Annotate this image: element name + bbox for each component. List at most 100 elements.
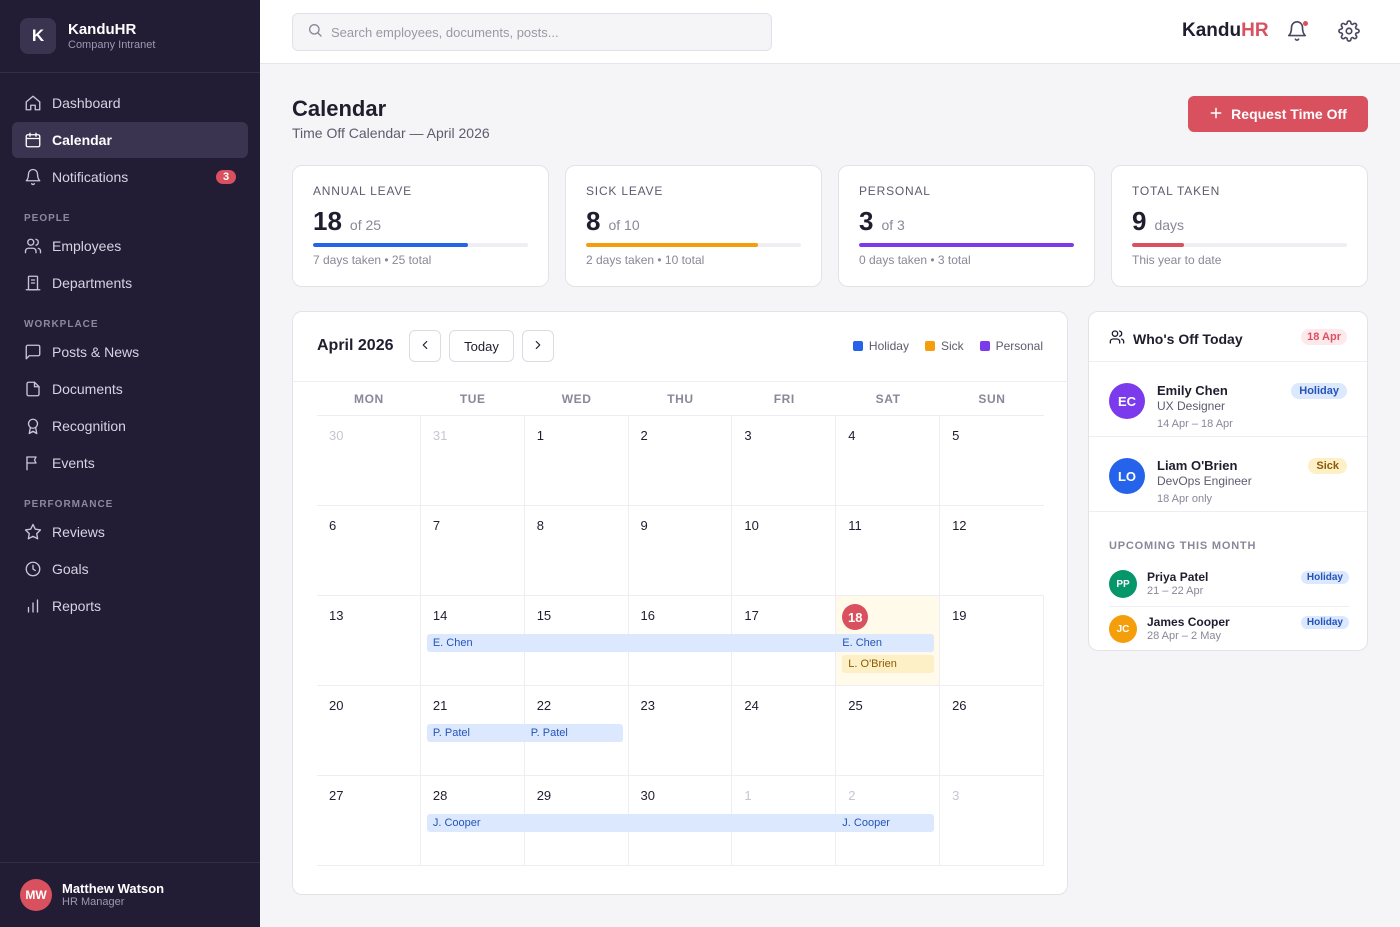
day-number: 21 [432,698,448,713]
sidebar-item-events[interactable]: Events [12,445,248,481]
sidebar-item-departments[interactable]: Departments [12,265,248,301]
calendar-day[interactable]: 9 [629,506,733,595]
calendar-day[interactable]: 20 [317,686,421,775]
stat-label: SICK LEAVE [586,184,664,198]
sidebar-nav: Dashboard Calendar Notifications 3 PEOPLE Emp… [0,73,260,624]
sidebar-item-recognition[interactable]: Recognition [12,408,248,444]
sidebar-item-reports[interactable]: Reports [12,588,248,624]
day-number: 14 [432,608,448,623]
calendar-event-holiday[interactable] [628,814,733,832]
calendar-day[interactable]: 3 [732,416,837,505]
progress-fill [1132,243,1184,247]
day-number: 23 [640,698,655,713]
users-icon [24,237,52,255]
notifications-button[interactable] [1286,20,1310,44]
calendar-event-holiday[interactable]: E. Chen [836,634,935,652]
user-profile[interactable]: MW Matthew Watson HR Manager [0,862,260,927]
home-icon [24,94,52,112]
calendar-day[interactable]: 2 [836,776,941,865]
calendar-day[interactable]: 31 [421,416,525,505]
legend-swatch [979,341,990,351]
sidebar-item-reviews[interactable]: Reviews [12,514,248,550]
request-time-off-button[interactable]: Request Time Off [1188,96,1368,132]
legend-item-personal: Personal [979,339,1043,353]
sidebar-item-label: Departments [52,275,133,291]
calendar-event-sick[interactable]: L. O'Brien [842,655,935,673]
sidebar-item-employees[interactable]: Employees [12,228,248,264]
calendar-day[interactable]: 23 [629,686,733,775]
calendar-day[interactable]: 25 [836,686,941,775]
calendar-week: 6 7 8 9 10 11 12 [317,506,1044,596]
search-input[interactable] [331,24,751,40]
calendar-event-holiday[interactable] [524,814,629,832]
calendar-day[interactable]: 19 [940,596,1044,685]
person-dates: 14 Apr – 18 Apr [1157,418,1233,430]
calendar-day[interactable]: 5 [940,416,1044,505]
calendar-day[interactable]: 13 [317,596,421,685]
settings-button[interactable] [1338,20,1362,44]
calendar-day[interactable]: 1 [525,416,629,505]
calendar-week: 13 14 15 16 17 18 19 E. Chen E. Chen L. O'Brien [317,596,1044,686]
calendar-day[interactable]: 8 [525,506,629,595]
calendar-day[interactable]: 12 [940,506,1044,595]
progress-bar [586,243,801,247]
calendar-day[interactable]: 26 [940,686,1044,775]
upcoming-item[interactable]: PP Priya Patel 21 – 22 Apr Holiday [1089,564,1367,604]
prev-month-button[interactable] [409,330,441,362]
calendar-day[interactable]: 6 [317,506,421,595]
sidebar-item-notifications[interactable]: Notifications 3 [12,159,248,195]
calendar-event-holiday[interactable]: E. Chen [426,634,525,652]
brand-subtitle: Company Intranet [68,38,156,51]
next-month-button[interactable] [522,330,554,362]
person-name: Priya Patel [1147,570,1209,584]
sidebar-item-goals[interactable]: Goals [12,551,248,587]
sidebar-section-performance: PERFORMANCE [24,499,114,510]
calendar-day[interactable]: 22 [525,686,629,775]
calendar-day[interactable]: 7 [421,506,525,595]
legend-item-holiday: Holiday [852,339,909,353]
sidebar-item-label: Recognition [52,418,126,434]
progress-bar [1132,243,1347,247]
calendar-day[interactable]: 27 [317,776,421,865]
calendar-day[interactable]: 4 [836,416,941,505]
sidebar-item-posts-news[interactable]: Posts & News [12,334,248,370]
calendar-day[interactable]: 30 [317,416,421,505]
calendar-event-holiday[interactable] [524,634,629,652]
legend-swatch [852,341,863,351]
stat-footnote: This year to date [1132,253,1222,267]
upcoming-item[interactable]: JC James Cooper 28 Apr – 2 May Holiday [1089,609,1367,649]
stat-label: ANNUAL LEAVE [313,184,412,198]
calendar-day[interactable]: 24 [732,686,837,775]
day-number: 25 [848,698,863,713]
calendar-event-holiday[interactable]: P. Patel [426,724,525,742]
sidebar-item-calendar[interactable]: Calendar [12,122,248,158]
sidebar-item-dashboard[interactable]: Dashboard [12,85,248,121]
off-today-person[interactable]: LO Liam O'Brien DevOps Engineer 18 Apr only… [1089,437,1367,512]
sidebar-section-workplace: WORKPLACE [24,319,99,330]
day-number: 29 [536,788,552,803]
leave-type-badge: Holiday [1300,616,1349,629]
calendar-week: 20 21 22 23 24 25 26 P. Patel P. Patel [317,686,1044,776]
calendar-event-holiday[interactable] [732,634,837,652]
sidebar-item-documents[interactable]: Documents [12,371,248,407]
off-today-person[interactable]: EC Emily Chen UX Designer 14 Apr – 18 Apr Ho… [1089,362,1367,437]
calendar-day[interactable]: 3 [940,776,1044,865]
stat-card-annual-leave: ANNUAL LEAVE 18 of 25 7 days taken • 25 tot… [292,165,549,287]
calendar-event-holiday[interactable] [628,634,733,652]
calendar-icon [24,131,52,149]
person-dates: 21 – 22 Apr [1147,585,1204,597]
calendar-event-holiday[interactable]: J. Cooper [426,814,525,832]
today-button[interactable]: Today [449,330,514,362]
calendar-event-holiday[interactable] [732,814,837,832]
person-role: DevOps Engineer [1157,474,1252,488]
person-name: James Cooper [1147,615,1230,629]
calendar-event-holiday[interactable]: P. Patel [524,724,623,742]
brand[interactable]: K KanduHR Company Intranet [0,0,260,73]
day-number: 22 [536,698,552,713]
calendar-day[interactable]: 10 [732,506,837,595]
calendar-day[interactable]: 11 [836,506,941,595]
legend-item-sick: Sick [924,339,964,353]
calendar-day[interactable]: 2 [629,416,733,505]
search-box[interactable] [292,13,772,51]
calendar-event-holiday[interactable]: J. Cooper [836,814,935,832]
